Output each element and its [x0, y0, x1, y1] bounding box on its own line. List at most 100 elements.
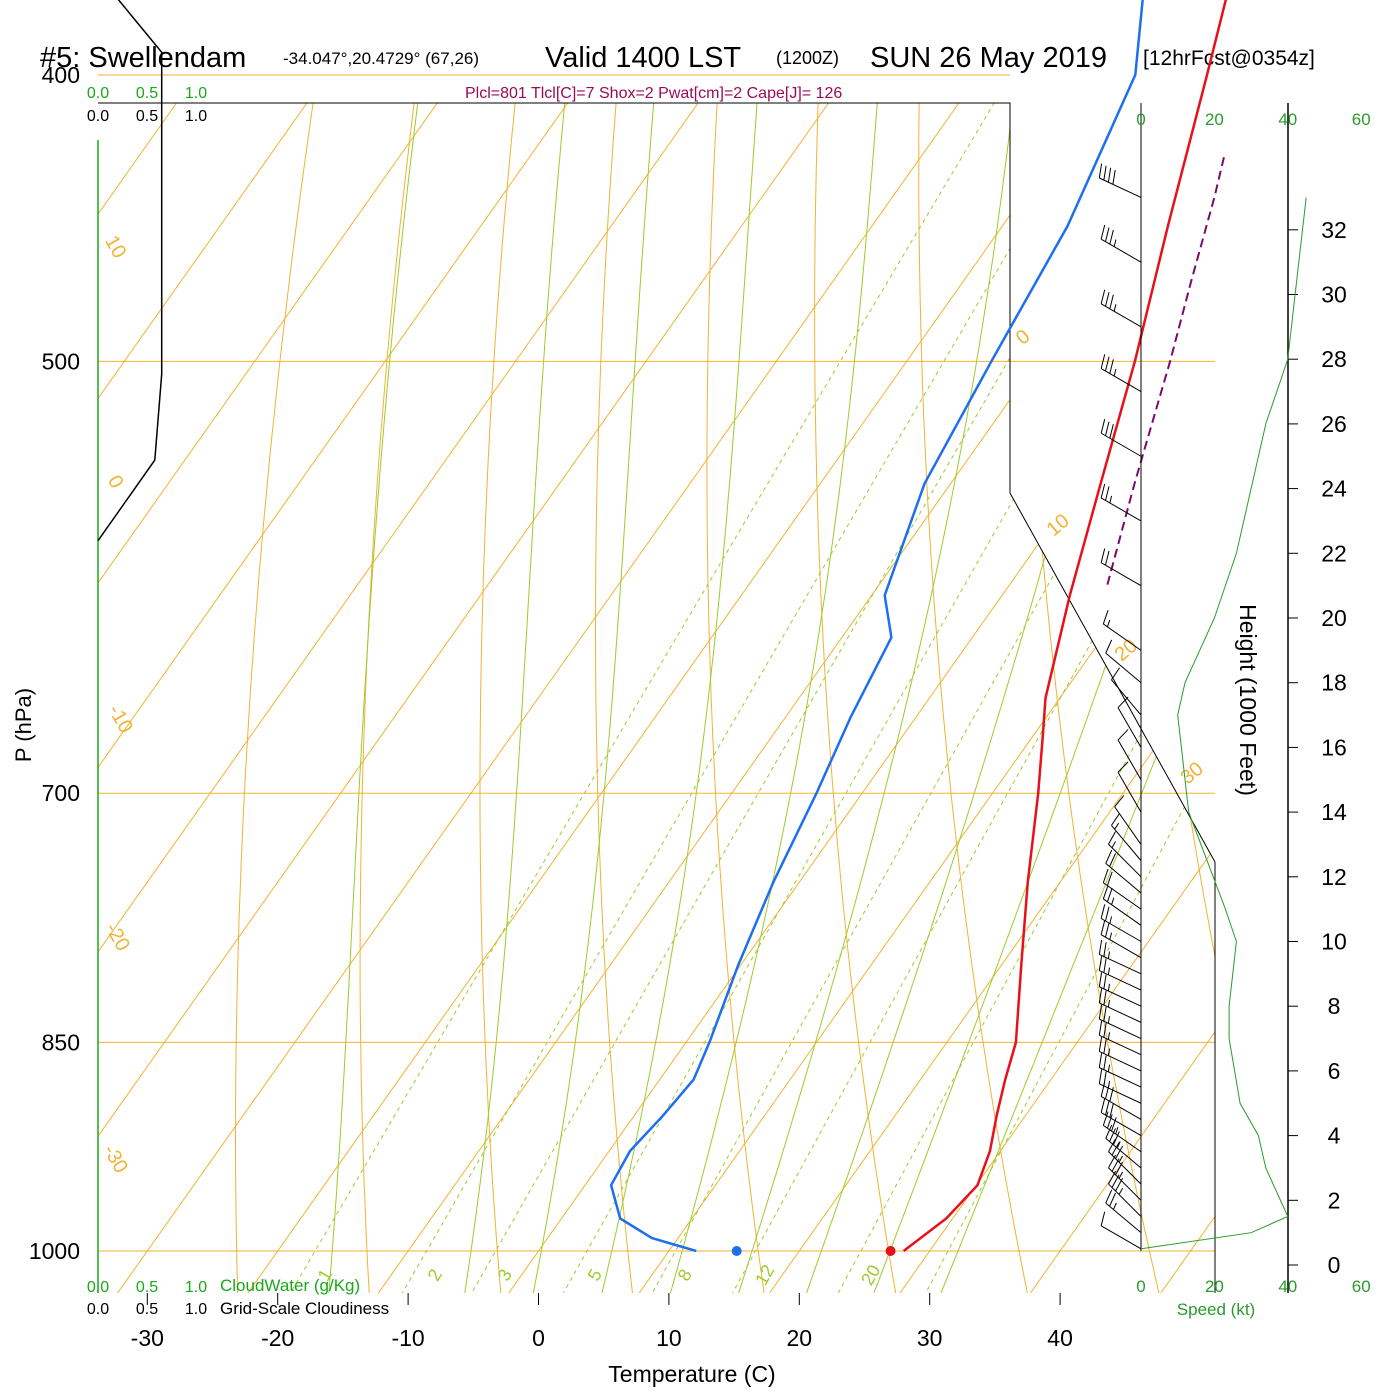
wind-barb-feather [1098, 163, 1103, 179]
height-axis-label: Height (1000 Feet) [1235, 604, 1261, 796]
wind-barb-staff [1108, 843, 1142, 878]
wind-barb-feather [1100, 289, 1106, 304]
wind-barb-feather [1111, 813, 1120, 826]
height-tick-label-4: 4 [1328, 1123, 1341, 1149]
wind-barb [1100, 920, 1142, 959]
wind-barb [1098, 1053, 1142, 1088]
isotherm-label-5: 0 [1012, 325, 1035, 349]
wind-barb-feather [1100, 1211, 1106, 1226]
surface-dewpoint-dot [731, 1246, 742, 1256]
mixing-ratio-1 [243, 103, 1012, 1293]
isobars [98, 74, 1215, 1252]
mixing-ratio-8 [607, 103, 1215, 1293]
wind-barb-feather [1109, 294, 1114, 309]
wind-barb [1117, 729, 1142, 781]
isotherm-20 [696, 103, 1215, 1293]
wind-barb-feather [1098, 956, 1103, 971]
wind-barb-staff [1117, 772, 1142, 813]
cloudwater-tick-bottom-1: 0.5 [136, 1279, 158, 1296]
isotherm--60 [98, 103, 1052, 1293]
wind-barb [1098, 939, 1142, 975]
wind-barb-feather [1106, 887, 1113, 902]
wind-barb-feather [1106, 1114, 1113, 1129]
wind-barb [1098, 1020, 1142, 1056]
wind-barb-feather [1103, 165, 1107, 181]
wind-barb-half-feather [1118, 1187, 1124, 1195]
height-tick-label-20: 20 [1321, 605, 1347, 631]
wind-barb-half-feather [1107, 983, 1111, 992]
wind-barb-staff [1117, 739, 1142, 781]
wind-barb-staff [1108, 1151, 1142, 1185]
wind-barb [1111, 813, 1142, 861]
wind-barb-half-feather [1107, 999, 1111, 1008]
wind-barb-feather [1103, 974, 1107, 989]
cloudiness-tick-top-2: 1.0 [185, 108, 207, 125]
wind-barb-feather [1098, 988, 1103, 1004]
wind-barb-feather [1105, 849, 1113, 864]
dry-adiabat-260 [359, 103, 528, 1293]
wind-barb-feather [1112, 169, 1116, 185]
wind-barb-feather [1100, 904, 1106, 919]
wind-barb-half-feather [1118, 1171, 1124, 1179]
speed-tick-top-40: 40 [1278, 110, 1297, 129]
wind-barb-feather [1098, 1037, 1103, 1052]
speed-tick-bottom-0: 0 [1136, 1277, 1145, 1296]
wind-barb-staff [1111, 825, 1142, 861]
mixing-ratio-label-2: 2 [424, 1266, 446, 1285]
pressure-tick-400: 400 [42, 62, 80, 88]
height-tick-label-28: 28 [1321, 346, 1347, 372]
wind-barb [1100, 1211, 1142, 1250]
wind-barb-feather [1109, 229, 1114, 245]
wind-barb-feather [1102, 610, 1109, 625]
cloudiness-tick-top-0: 0.0 [87, 108, 109, 125]
isotherm--30 [98, 103, 1215, 1293]
x-tick-label-0: 0 [532, 1325, 545, 1351]
isotherm-label-4: -30 [98, 1141, 132, 1177]
height-tick-label-30: 30 [1321, 282, 1347, 308]
wind-barb-feather [1103, 1006, 1107, 1022]
wind-barb-staff [1099, 953, 1142, 975]
wind-barb-half-feather [1113, 239, 1117, 247]
pressure-tick-850: 850 [42, 1029, 80, 1055]
wind-barb-staff [1099, 1018, 1142, 1040]
wind-barb [1098, 956, 1142, 991]
wind-barb [1108, 831, 1142, 878]
wind-barb-feather [1117, 761, 1129, 773]
wind-barb-staff [1100, 497, 1142, 522]
wind-barb-staff [1099, 1002, 1142, 1023]
wind-barb [1102, 868, 1142, 910]
wind-barb [1108, 1154, 1142, 1201]
wind-barb [1098, 988, 1142, 1023]
wind-barb-feather [1103, 1055, 1107, 1070]
pressure-tick-500: 500 [42, 348, 80, 374]
wind-barb-feather [1105, 639, 1113, 654]
wind-barb-staff [1100, 368, 1142, 392]
wind-barb-staff [1117, 707, 1142, 748]
wind-barb-feather [1114, 795, 1125, 808]
wind-barb-feather [1098, 1069, 1103, 1084]
wind-barb-feather [1105, 421, 1110, 436]
moist-adiabat-30 [842, 103, 1215, 1293]
wind-barb-staff [1100, 238, 1142, 263]
isotherm--100 [98, 103, 530, 1293]
wind-barb-feather [1115, 1145, 1124, 1159]
wind-barb-staff [1100, 1112, 1142, 1137]
dry-adiabat-290 [706, 103, 788, 1293]
wind-barb [1111, 667, 1142, 716]
wind-barb-half-feather [1106, 619, 1111, 627]
wind-barb-half-feather [1113, 304, 1117, 312]
cloudiness-tick-top-1: 0.5 [136, 108, 158, 125]
moist-adiabat--10 [321, 103, 522, 1293]
wind-speed-profile [1140, 197, 1307, 1250]
wind-barb-feather [1105, 486, 1110, 501]
speed-tick-bottom-20: 20 [1205, 1277, 1224, 1296]
height-tick-label-18: 18 [1321, 670, 1347, 696]
wind-barb-feather [1103, 942, 1107, 957]
moist-adiabat-25 [777, 103, 1215, 1293]
dry-adiabat-250 [235, 103, 441, 1293]
wind-barb-feather [1102, 885, 1109, 900]
wind-barb-feather [1100, 419, 1106, 434]
wind-barb [1098, 1069, 1142, 1104]
